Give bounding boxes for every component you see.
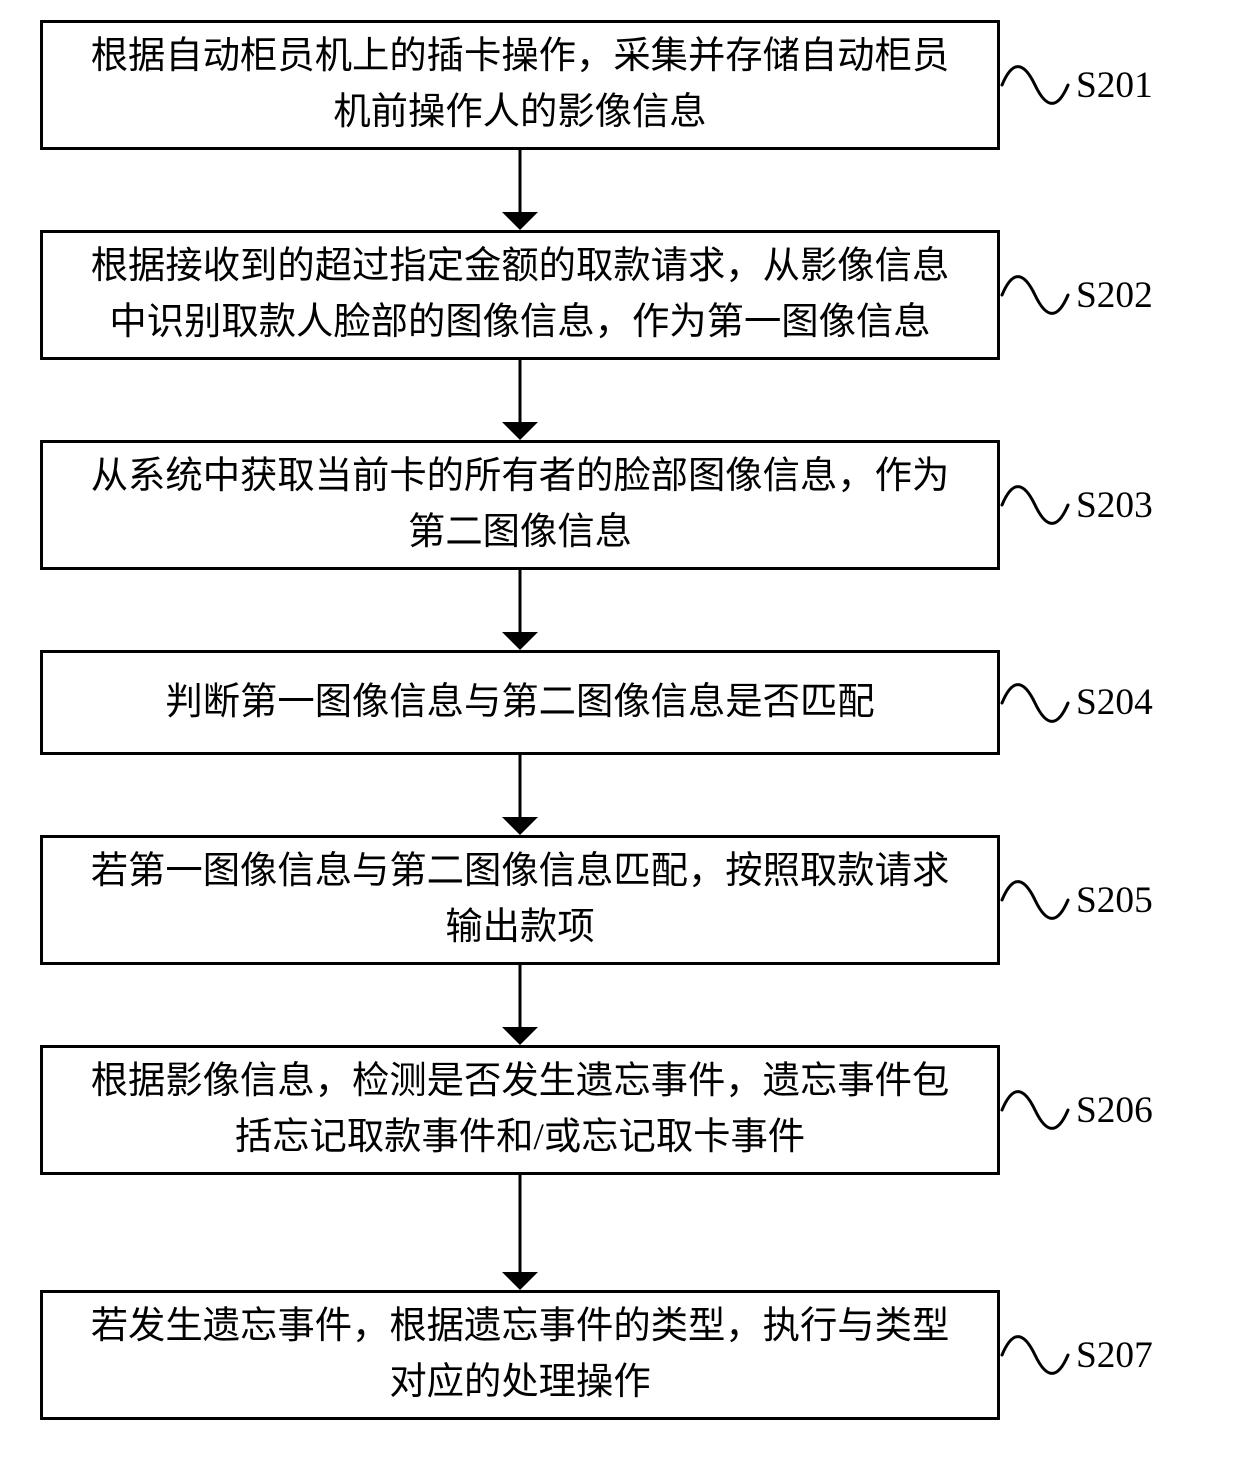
step-id-label: S204	[1076, 681, 1153, 724]
step-id-label: S203	[1076, 484, 1153, 527]
step-id-label: S206	[1076, 1089, 1153, 1132]
step-id-label: S205	[1076, 879, 1153, 922]
step-label: S207	[1000, 1329, 1153, 1381]
step-label: S205	[1000, 874, 1153, 926]
s-curve-icon	[1000, 1329, 1070, 1381]
flow-arrow	[498, 150, 542, 230]
flow-arrow	[498, 755, 542, 835]
step-id-label: S201	[1076, 64, 1153, 107]
step-id-label: S207	[1076, 1334, 1153, 1377]
flowchart-container: 根据自动柜员机上的插卡操作，采集并存储自动柜员 机前操作人的影像信息 S201 根据…	[0, 0, 1240, 1477]
step-label: S204	[1000, 677, 1153, 729]
step-label: S203	[1000, 479, 1153, 531]
s-curve-icon	[1000, 269, 1070, 321]
s-curve-icon	[1000, 874, 1070, 926]
flow-step-box: 若发生遗忘事件，根据遗忘事件的类型，执行与类型 对应的处理操作	[40, 1290, 1000, 1420]
s-curve-icon	[1000, 677, 1070, 729]
flow-arrow	[498, 1175, 542, 1290]
step-label: S201	[1000, 59, 1153, 111]
step-label: S206	[1000, 1084, 1153, 1136]
step-label: S202	[1000, 269, 1153, 321]
flow-arrow	[498, 570, 542, 650]
flow-step-box: 根据自动柜员机上的插卡操作，采集并存储自动柜员 机前操作人的影像信息	[40, 20, 1000, 150]
flow-arrow	[498, 360, 542, 440]
flow-step-box: 判断第一图像信息与第二图像信息是否匹配	[40, 650, 1000, 755]
s-curve-icon	[1000, 59, 1070, 111]
flow-step-box: 根据影像信息，检测是否发生遗忘事件，遗忘事件包 括忘记取款事件和/或忘记取卡事件	[40, 1045, 1000, 1175]
s-curve-icon	[1000, 1084, 1070, 1136]
step-id-label: S202	[1076, 274, 1153, 317]
s-curve-icon	[1000, 479, 1070, 531]
flow-step-box: 根据接收到的超过指定金额的取款请求，从影像信息 中识别取款人脸部的图像信息，作为…	[40, 230, 1000, 360]
flow-arrow	[498, 965, 542, 1045]
flow-step-box: 从系统中获取当前卡的所有者的脸部图像信息，作为 第二图像信息	[40, 440, 1000, 570]
flow-step-box: 若第一图像信息与第二图像信息匹配，按照取款请求 输出款项	[40, 835, 1000, 965]
